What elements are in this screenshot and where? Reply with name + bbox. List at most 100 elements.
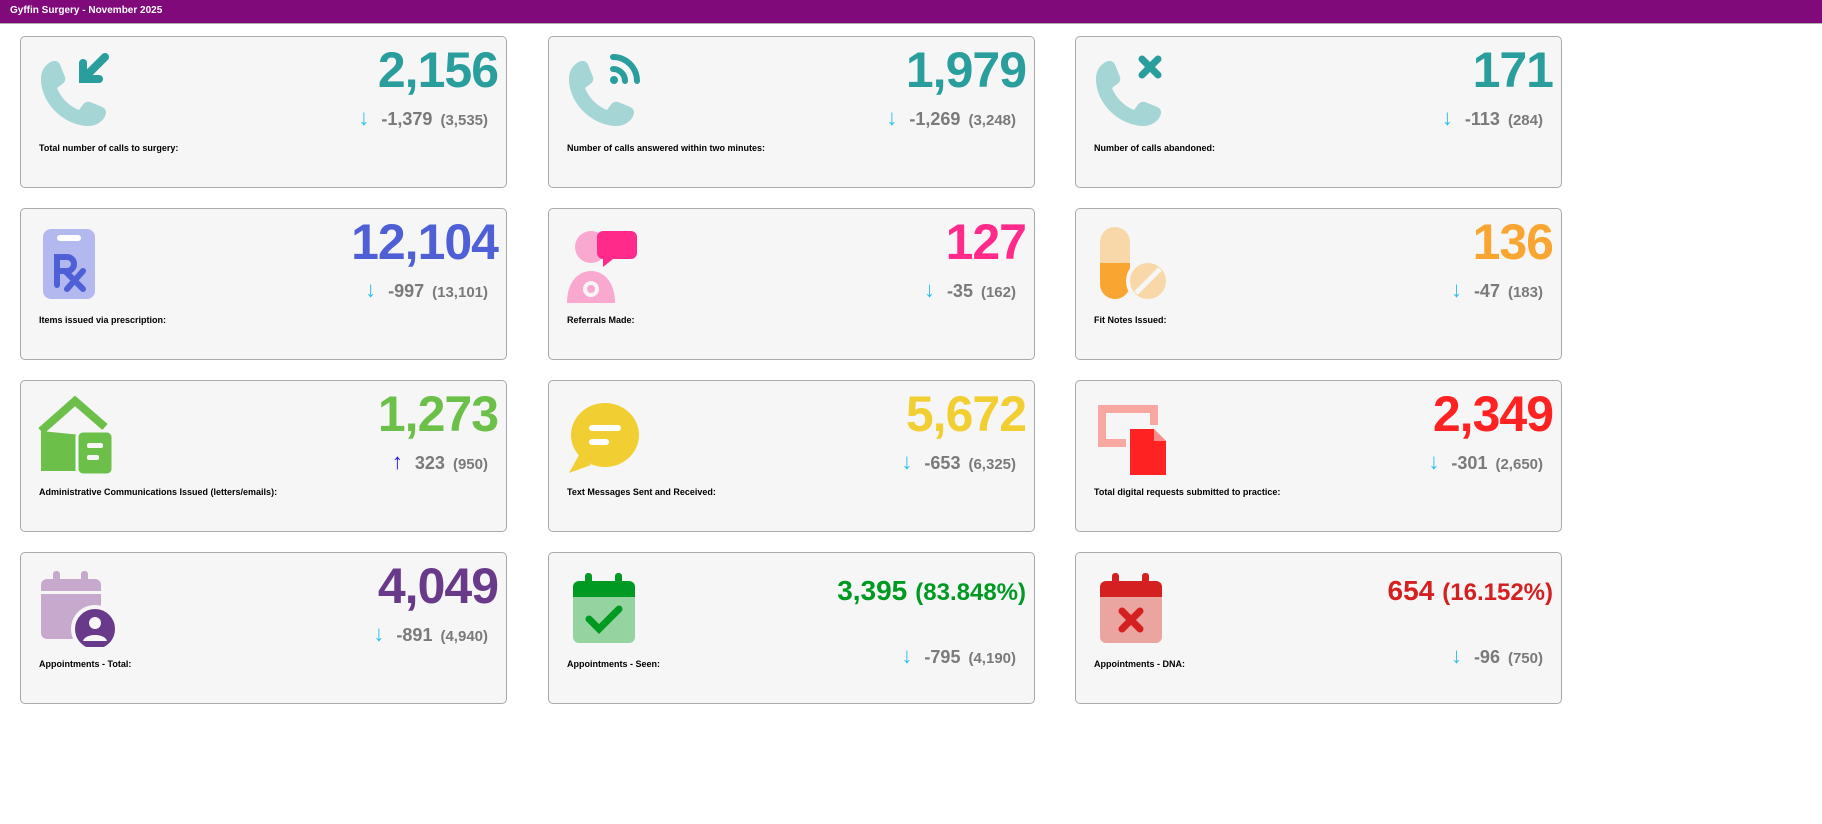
- kpi-label: Appointments - Seen:: [567, 659, 661, 669]
- previous-value: (13,101): [432, 284, 488, 301]
- kpi-change: ↓ -96 (750): [1451, 643, 1543, 669]
- change-value: -1,379: [381, 109, 433, 129]
- kpi-value: 171: [1472, 42, 1554, 98]
- phone-incoming-icon: [41, 53, 109, 127]
- calendar-check-icon: [573, 573, 635, 643]
- kpi-value: 2,156: [377, 42, 499, 98]
- previous-value: (950): [452, 456, 488, 473]
- kpi-label: Fit Notes Issued:: [1094, 315, 1167, 325]
- previous-value: (6,325): [968, 456, 1016, 473]
- kpi-value: 12,104: [351, 214, 499, 270]
- kpi-change: ↓ -1,379 (3,535): [358, 105, 488, 131]
- kpi-value: 3,395 (83.848%): [837, 575, 1026, 606]
- referral-icon: [567, 231, 637, 303]
- kpi-card: 1,979 ↓ -1,269 (3,248) Number of calls an…: [548, 36, 1035, 188]
- kpi-card: 127 ↓ -35 (162) Referrals Made:: [548, 208, 1035, 360]
- kpi-label: Total digital requests submitted to prac…: [1094, 487, 1281, 497]
- kpi-card: 5,672 ↓ -653 (6,325) Text Messages Sent a…: [548, 380, 1035, 532]
- kpi-change: ↓ -997 (13,101): [365, 277, 488, 303]
- kpi-change: ↓ -795 (4,190): [901, 643, 1016, 669]
- kpi-label: Appointments - Total:: [39, 659, 132, 669]
- kpi-percent: (83.848%): [915, 579, 1026, 606]
- arrow-down-icon: ↓: [358, 105, 370, 130]
- kpi-card: 2,156 ↓ -1,379 (3,535) Total number of ca…: [20, 36, 507, 188]
- arrow-down-icon: ↓: [923, 277, 935, 302]
- message-icon: [569, 403, 639, 473]
- change-value: -301: [1451, 453, 1488, 473]
- previous-value: (3,535): [440, 112, 488, 129]
- arrow-down-icon: ↓: [373, 621, 385, 646]
- kpi-change: ↓ -113 (284): [1442, 105, 1543, 131]
- kpi-label: Total number of calls to surgery:: [39, 143, 179, 153]
- change-value: -113: [1464, 109, 1500, 129]
- kpi-card: 4,049 ↓ -891 (4,940) Appointments - Total…: [20, 552, 507, 704]
- change-value: -35: [946, 281, 973, 301]
- kpi-change: ↑ 323 (950): [392, 449, 488, 475]
- previous-value: (3,248): [968, 112, 1016, 129]
- digital-request-icon: [1098, 405, 1166, 475]
- kpi-change: ↓ -653 (6,325): [901, 449, 1016, 475]
- arrow-down-icon: ↓: [1428, 449, 1440, 474]
- change-value: 323: [414, 453, 445, 473]
- change-value: -795: [924, 647, 961, 667]
- change-value: -47: [1473, 281, 1500, 301]
- kpi-label: Number of calls abandoned:: [1094, 143, 1216, 153]
- kpi-label: Appointments - DNA:: [1094, 659, 1185, 669]
- prescription-icon: [43, 229, 95, 299]
- kpi-change: ↓ -891 (4,940): [373, 621, 488, 647]
- previous-value: (183): [1507, 284, 1543, 301]
- kpi-card: 171 ↓ -113 (284) Number of calls abandone…: [1075, 36, 1562, 188]
- change-value: -653: [924, 453, 961, 473]
- previous-value: (4,940): [440, 628, 488, 645]
- kpi-label: Number of calls answered within two minu…: [567, 143, 766, 153]
- kpi-card: 654 (16.152%) ↓ -96 (750) Appointments - D…: [1075, 552, 1562, 704]
- kpi-label: Administrative Communications Issued (le…: [39, 487, 278, 497]
- kpi-change: ↓ -35 (162): [924, 277, 1016, 303]
- kpi-card: 1,273 ↑ 323 (950) Administrative Communic…: [20, 380, 507, 532]
- previous-value: (284): [1507, 112, 1543, 129]
- header-bar: Gyffin Surgery - November 2025: [0, 0, 1822, 24]
- kpi-value: 5,672: [905, 386, 1027, 442]
- kpi-card: 136 ↓ -47 (183) Fit Notes Issued:: [1075, 208, 1562, 360]
- page-title: Gyffin Surgery - November 2025: [10, 5, 163, 16]
- kpi-card: 2,349 ↓ -301 (2,650) Total digital reques…: [1075, 380, 1562, 532]
- calendar-user-icon: [41, 571, 115, 647]
- arrow-down-icon: ↓: [1441, 105, 1453, 130]
- change-value: -891: [396, 625, 433, 645]
- kpi-label: Items issued via prescription:: [39, 315, 167, 325]
- calendar-x-icon: [1100, 573, 1162, 643]
- previous-value: (4,190): [968, 650, 1016, 667]
- arrow-down-icon: ↓: [901, 643, 913, 668]
- change-value: -1,269: [909, 109, 961, 129]
- kpi-change: ↓ -47 (183): [1451, 277, 1543, 303]
- change-value: -997: [388, 281, 425, 301]
- arrow-up-icon: ↑: [391, 449, 403, 474]
- kpi-percent: (16.152%): [1442, 579, 1553, 606]
- phone-abandoned-icon: [1096, 55, 1162, 127]
- kpi-label: Text Messages Sent and Received:: [567, 487, 716, 497]
- arrow-down-icon: ↓: [886, 105, 898, 130]
- kpi-card: 3,395 (83.848%) ↓ -795 (4,190) Appointment…: [548, 552, 1035, 704]
- letter-icon: [38, 395, 115, 475]
- kpi-label: Referrals Made:: [567, 315, 635, 325]
- pills-icon: [1100, 227, 1170, 303]
- kpi-value: 1,273: [377, 386, 499, 442]
- phone-answered-icon: [569, 54, 640, 127]
- kpi-change: ↓ -301 (2,650): [1428, 449, 1543, 475]
- previous-value: (162): [980, 284, 1016, 301]
- kpi-value: 1,979: [905, 42, 1027, 98]
- kpi-value: 654 (16.152%): [1387, 575, 1553, 606]
- kpi-value: 136: [1472, 214, 1554, 270]
- arrow-down-icon: ↓: [901, 449, 913, 474]
- arrow-down-icon: ↓: [365, 277, 377, 302]
- kpi-card: 12,104 ↓ -997 (13,101) Items issued via p…: [20, 208, 507, 360]
- kpi-value: 4,049: [377, 558, 499, 614]
- previous-value: (2,650): [1495, 456, 1543, 473]
- previous-value: (750): [1507, 650, 1543, 667]
- arrow-down-icon: ↓: [1450, 277, 1462, 302]
- kpi-value: 127: [945, 214, 1027, 270]
- kpi-value: 2,349: [1432, 386, 1554, 442]
- kpi-change: ↓ -1,269 (3,248): [886, 105, 1016, 131]
- arrow-down-icon: ↓: [1450, 643, 1462, 668]
- change-value: -96: [1473, 647, 1500, 667]
